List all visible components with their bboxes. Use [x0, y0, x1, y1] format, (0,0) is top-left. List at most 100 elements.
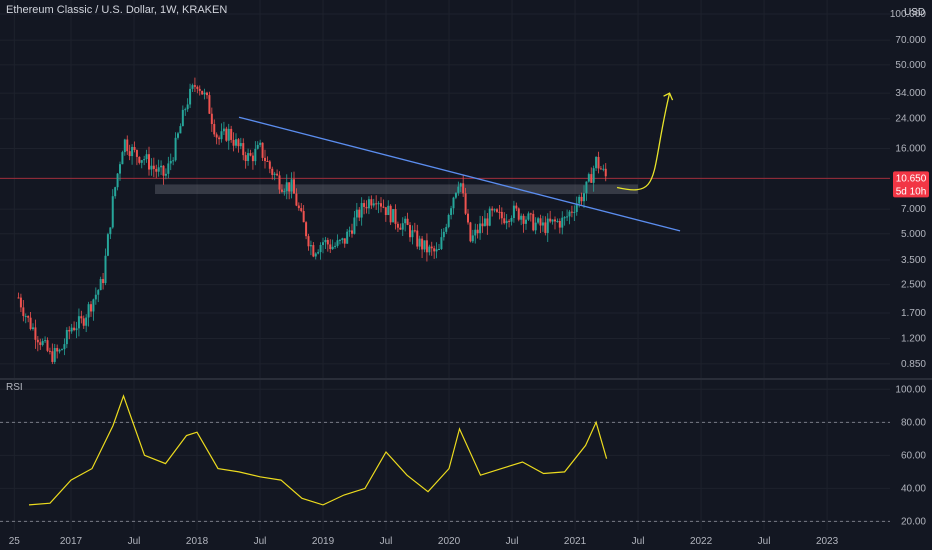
candle-body: [553, 219, 556, 222]
candle-body: [208, 95, 211, 114]
candle-body: [65, 330, 68, 345]
candle-body: [266, 160, 269, 162]
trendline: [238, 116, 681, 232]
candle-body: [167, 163, 170, 174]
time-axis[interactable]: 25 2017 Jul 2018 Jul 2019 Jul 2020 Jul 2021 Jul 202…: [9, 536, 839, 547]
time-tick-label: 25: [9, 536, 21, 547]
candle-body: [87, 304, 90, 318]
support-zone: [155, 184, 639, 195]
rsi-tick-label: 40.00: [901, 483, 926, 494]
time-tick-label: Jul: [128, 536, 141, 547]
candle-body: [595, 156, 598, 169]
candle-body: [587, 174, 590, 182]
rsi-line: [28, 394, 608, 506]
price-tick-label: 34.000: [895, 88, 926, 99]
candle-body: [527, 213, 530, 220]
candle-body: [602, 168, 605, 170]
candle-body: [546, 218, 549, 233]
candle-body: [148, 154, 151, 170]
price-tick-label: 24.000: [895, 114, 926, 125]
candle-body: [529, 213, 532, 215]
candle-body: [244, 155, 247, 162]
candle-body: [442, 231, 445, 238]
rsi-tick-label: 60.00: [901, 450, 926, 461]
candle-body: [416, 230, 419, 247]
candle-body: [123, 139, 126, 153]
candle-body: [27, 315, 30, 318]
price-tick-label: 3.500: [901, 255, 926, 266]
candle-body: [582, 193, 585, 202]
candle-body: [135, 150, 138, 157]
candle-body: [24, 315, 27, 317]
candle-body: [592, 168, 595, 183]
candle-body: [133, 146, 136, 151]
candle-body: [186, 104, 189, 110]
price-tick-label: 100.000: [890, 9, 927, 20]
candle-body: [254, 148, 257, 162]
candle-body: [276, 173, 279, 176]
candle-body: [44, 340, 47, 342]
candle-body: [58, 349, 61, 352]
candle-body: [80, 316, 83, 319]
candle-body: [106, 234, 109, 256]
candle-body: [94, 294, 97, 300]
candle-body: [256, 144, 259, 149]
candle-body: [406, 218, 409, 225]
candle-body: [309, 245, 312, 247]
candle-body: [469, 222, 472, 242]
candle-body: [82, 318, 85, 326]
candle-body: [532, 213, 535, 231]
candle-body: [53, 348, 56, 362]
candle-body: [375, 203, 378, 205]
candle-body: [558, 221, 561, 228]
candle-body: [505, 220, 508, 224]
candle-body: [109, 227, 112, 235]
candle-body: [317, 252, 320, 254]
forecast-arrowhead: [663, 92, 674, 101]
candle-body: [210, 113, 213, 125]
candle-body: [29, 317, 32, 330]
candle-body: [430, 246, 433, 249]
candle-body: [324, 239, 327, 243]
candle-body: [500, 211, 503, 219]
candle-body: [242, 143, 245, 156]
candle-body: [39, 342, 42, 345]
time-tick-label: Jul: [380, 536, 393, 547]
candle-body: [379, 203, 382, 207]
candle-body: [479, 223, 482, 234]
candle-body: [353, 217, 356, 234]
candle-body: [498, 211, 501, 213]
candle-body: [322, 242, 325, 245]
candle-body: [314, 253, 317, 257]
candle-body: [181, 109, 184, 127]
candle-body: [524, 219, 527, 224]
candle-body: [222, 128, 225, 132]
candle-body: [203, 92, 206, 95]
candle-body: [184, 109, 187, 111]
candle-body: [237, 139, 240, 147]
candle-body: [360, 203, 363, 218]
candle-body: [73, 327, 76, 331]
candle-body: [413, 230, 416, 232]
candle-body: [537, 218, 540, 223]
candle-body: [423, 240, 426, 250]
price-tick-label: 70.000: [895, 35, 926, 46]
currency-label[interactable]: USD: [904, 7, 925, 18]
candle-body: [503, 218, 506, 224]
candle-body: [343, 238, 346, 244]
candle-body: [346, 231, 349, 244]
time-tick-label: Jul: [506, 536, 519, 547]
price-tick-label: 5.000: [901, 229, 926, 240]
candle-body: [114, 187, 117, 197]
candle-body: [19, 297, 22, 308]
rsi-axis[interactable]: 100.00 80.00 60.00 40.00 20.00: [895, 384, 926, 527]
candle-body: [437, 249, 440, 251]
candle-body: [570, 211, 573, 213]
candle-body: [97, 290, 100, 295]
time-tick-label: 2020: [438, 536, 461, 547]
candle-body: [152, 165, 155, 169]
price-axis[interactable]: 100.000 70.000 50.000 34.000 24.000 16.000 7.0…: [890, 9, 927, 370]
candle-body: [488, 208, 491, 226]
time-tick-label: 2019: [312, 536, 335, 547]
